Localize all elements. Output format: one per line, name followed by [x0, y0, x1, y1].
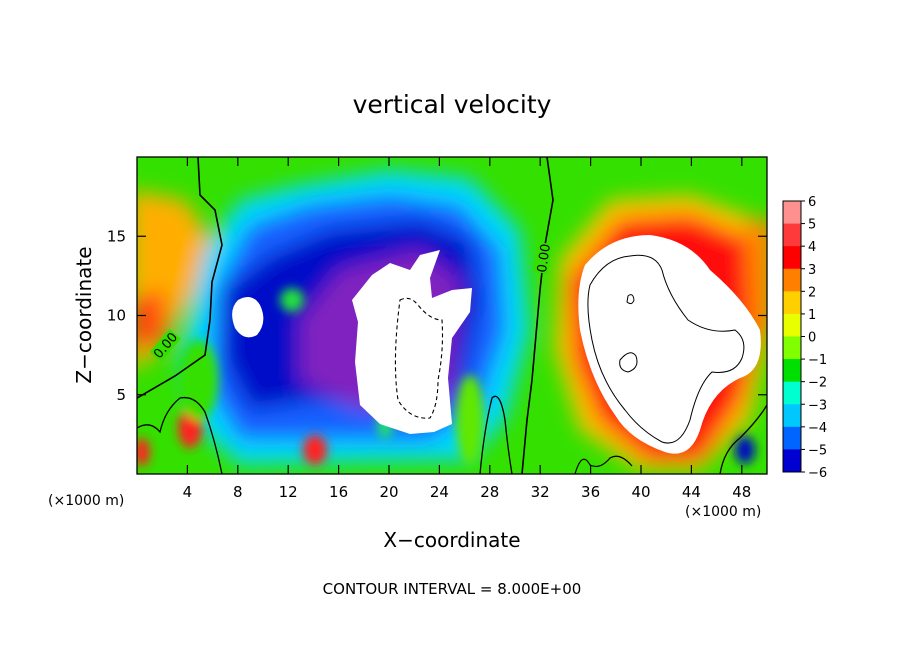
colorbar-label: 2	[808, 285, 816, 300]
colorbar-swatch	[783, 223, 801, 247]
positive-contour-outer	[587, 254, 745, 444]
plot-area	[137, 157, 767, 474]
y-axis: 5 10 15	[107, 227, 767, 404]
contour-interval-text: CONTOUR INTERVAL = 8.000E+00	[323, 580, 582, 598]
colorbar-swatch	[783, 313, 801, 337]
y-axis-label: Z−coordinate	[72, 246, 96, 383]
low-red-cell-2	[137, 438, 150, 466]
colorbar-label: 3	[808, 263, 816, 278]
x-tick-label: 12	[279, 483, 298, 501]
x-tick-label: 8	[233, 483, 243, 501]
white-core-updraft	[578, 235, 761, 454]
colorbar-label: 6	[808, 195, 816, 210]
y-tick-label: 5	[116, 386, 126, 404]
right-edge-orange	[745, 220, 767, 330]
colorbar-label: 0	[808, 331, 816, 346]
colorbar-label: −4	[808, 421, 827, 436]
positive-contour-inner	[619, 352, 638, 373]
green-spot-a	[280, 288, 304, 312]
white-core-downdraft	[352, 250, 472, 434]
zero-contour-right	[719, 404, 767, 474]
zero-contour-bottom-left	[137, 396, 223, 474]
zero-contour-mid	[521, 157, 554, 474]
colorbar-swatch	[783, 291, 801, 315]
x-tick-label: 24	[430, 483, 449, 501]
colorbar-label: −3	[808, 398, 827, 413]
low-red-cell-3	[303, 435, 327, 465]
x-unit-label-left: (×1000 m)	[48, 493, 124, 509]
zero-contour-low	[479, 395, 513, 474]
colorbar-label: −6	[808, 466, 827, 481]
x-tick-label: 48	[732, 483, 751, 501]
colorbar-label: 1	[808, 308, 816, 323]
colorbar-swatch	[783, 268, 801, 292]
x-tick-label: 20	[379, 483, 398, 501]
x-tick-label: 16	[329, 483, 348, 501]
x-tick-label: 44	[682, 483, 701, 501]
y-tick-label: 15	[107, 227, 126, 245]
x-tick-label: 40	[631, 483, 650, 501]
x-tick-label: 28	[480, 483, 499, 501]
negative-contour-dashed	[394, 297, 444, 419]
colorbar-swatch	[783, 404, 801, 428]
white-core-small	[232, 296, 264, 338]
colorbar: 6 5 4 3 2 1 0 −1 −2 −3 −4 −5 −6	[782, 195, 827, 481]
zero-contour-left	[137, 157, 223, 399]
zero-contour-bottom-right	[574, 455, 633, 474]
colorbar-label: 5	[808, 218, 816, 233]
contour-label-mid: 0.00	[535, 243, 554, 274]
left-red-region	[137, 290, 165, 348]
colorbar-swatch	[783, 246, 801, 270]
contour-lines	[137, 157, 767, 474]
colorbar-swatch	[783, 449, 801, 473]
colorbar-label: −2	[808, 376, 827, 391]
x-tick-label: 32	[531, 483, 550, 501]
x-axis-label: X−coordinate	[383, 528, 520, 552]
x-axis: 4 8 12 16 20 24 28 32 36 40 44 48	[183, 157, 751, 501]
colorbar-swatch	[783, 426, 801, 450]
left-green-pocket	[178, 340, 218, 420]
green-spot-c	[456, 375, 484, 465]
x-unit-label-right: (×1000 m)	[685, 504, 761, 520]
colorbar-swatch	[783, 381, 801, 405]
y-tick-label: 10	[107, 307, 126, 325]
colorbar-swatch	[783, 336, 801, 360]
x-tick-label: 4	[183, 483, 193, 501]
positive-contour-small	[626, 294, 635, 305]
chart-title: vertical velocity	[353, 90, 552, 119]
colorbar-swatch	[783, 359, 801, 383]
colorbar-label: 4	[808, 240, 816, 255]
colorbar-label: −5	[808, 443, 827, 458]
low-blue-cell	[735, 436, 755, 464]
colorbar-swatch	[783, 201, 801, 225]
field-details	[137, 288, 755, 466]
colorbar-label: −1	[808, 353, 827, 368]
x-tick-label: 36	[581, 483, 600, 501]
